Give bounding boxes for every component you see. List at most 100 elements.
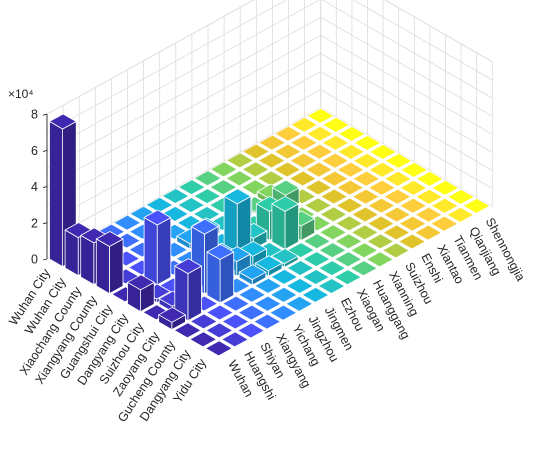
bar xyxy=(399,197,427,215)
bar-face-top xyxy=(205,322,234,339)
bar-face-top xyxy=(237,322,265,339)
bar xyxy=(273,161,302,179)
bar xyxy=(253,313,281,331)
bar xyxy=(237,322,265,340)
bar-face-top xyxy=(177,179,206,196)
grid-line-back-horizontal xyxy=(46,0,288,133)
bar xyxy=(318,260,346,277)
bar-face-top xyxy=(447,188,475,205)
bar-face-top xyxy=(319,206,348,223)
bar-face-top xyxy=(270,268,299,285)
bar-face-top xyxy=(193,170,222,187)
bar-face-top xyxy=(286,277,314,294)
bar xyxy=(225,170,254,188)
bar xyxy=(368,179,396,197)
bar xyxy=(223,188,252,259)
grid-line-side-horizontal xyxy=(320,107,493,208)
bar xyxy=(289,152,318,170)
bar-face-side xyxy=(95,238,110,295)
bar xyxy=(382,224,411,242)
bar-face-top xyxy=(304,179,333,196)
bar-face-top xyxy=(253,295,282,312)
bar-face-top xyxy=(333,269,362,286)
bar-face-top xyxy=(414,206,443,223)
bar xyxy=(238,286,266,304)
bar xyxy=(335,197,364,215)
bar-face-top xyxy=(305,143,334,160)
z-tick-label: 8 xyxy=(31,108,38,122)
z-tick-mark xyxy=(42,113,48,116)
grid-line-back-horizontal xyxy=(46,16,321,169)
bar xyxy=(366,251,394,269)
bar-face-front xyxy=(156,217,172,286)
bar-face-top xyxy=(400,161,428,178)
bar-face-top xyxy=(254,277,282,294)
bar-face-top xyxy=(366,251,394,268)
bar-face-top xyxy=(398,233,426,250)
bar-face-front xyxy=(219,251,235,304)
bar xyxy=(174,258,202,322)
bar-face-top xyxy=(322,117,350,133)
bar-face-top xyxy=(304,197,332,214)
bar-face-top xyxy=(337,126,366,142)
bar-face-side xyxy=(49,121,63,268)
bar-face-side xyxy=(143,217,158,286)
bar xyxy=(337,143,365,161)
bar-face-top xyxy=(368,179,396,196)
bar-face-top xyxy=(289,170,317,187)
bar-face-top xyxy=(367,215,395,232)
bar-face-top xyxy=(414,224,442,241)
bar-face-top xyxy=(206,243,235,260)
bar-face-top xyxy=(254,255,283,272)
bar-face-top xyxy=(273,161,302,178)
bar-face-top xyxy=(225,170,254,187)
bar-face-top xyxy=(319,224,347,241)
z-tick-mark xyxy=(42,222,48,225)
bar-face-top xyxy=(273,143,302,160)
bar xyxy=(319,224,347,242)
bar-face-top xyxy=(226,152,254,169)
bar xyxy=(351,206,380,224)
bar-face-top xyxy=(462,197,491,214)
bar xyxy=(384,170,412,188)
grid-line-side-horizontal xyxy=(320,16,493,117)
bar-face-top xyxy=(301,286,330,303)
bar-face-top xyxy=(302,251,331,268)
bar xyxy=(319,206,348,224)
bar xyxy=(258,134,286,152)
bar xyxy=(350,224,379,242)
bar-face-top xyxy=(399,179,428,196)
bar-face-top xyxy=(241,161,270,178)
bar-face-top xyxy=(190,218,219,235)
bar xyxy=(352,152,381,170)
bar-face-top xyxy=(127,274,155,291)
bar-face-top xyxy=(269,286,298,303)
bar-face-top xyxy=(430,197,459,214)
bar xyxy=(210,161,238,179)
bar xyxy=(257,170,285,188)
bar-face-top xyxy=(193,188,222,205)
bar-face-top xyxy=(210,161,238,178)
bar-face-top xyxy=(285,295,314,312)
bar-face-top xyxy=(320,170,349,187)
bar xyxy=(206,243,235,304)
bar-face-top xyxy=(321,134,350,151)
bar-face-top xyxy=(205,340,233,357)
bar xyxy=(95,231,124,295)
bar-face-top xyxy=(398,215,427,232)
bar xyxy=(285,295,314,313)
bar xyxy=(367,197,396,215)
bar-face-top xyxy=(335,215,363,232)
bar-face-top xyxy=(223,188,252,205)
bar xyxy=(274,125,303,143)
bar xyxy=(304,197,332,215)
bar-face-top xyxy=(336,179,364,196)
bar-face-top xyxy=(383,206,411,223)
bar xyxy=(161,188,190,205)
bar xyxy=(352,170,381,188)
bar xyxy=(289,170,317,188)
bar-face-top xyxy=(257,152,286,169)
bar-face-top xyxy=(258,134,286,151)
bar-face-top xyxy=(177,197,205,213)
